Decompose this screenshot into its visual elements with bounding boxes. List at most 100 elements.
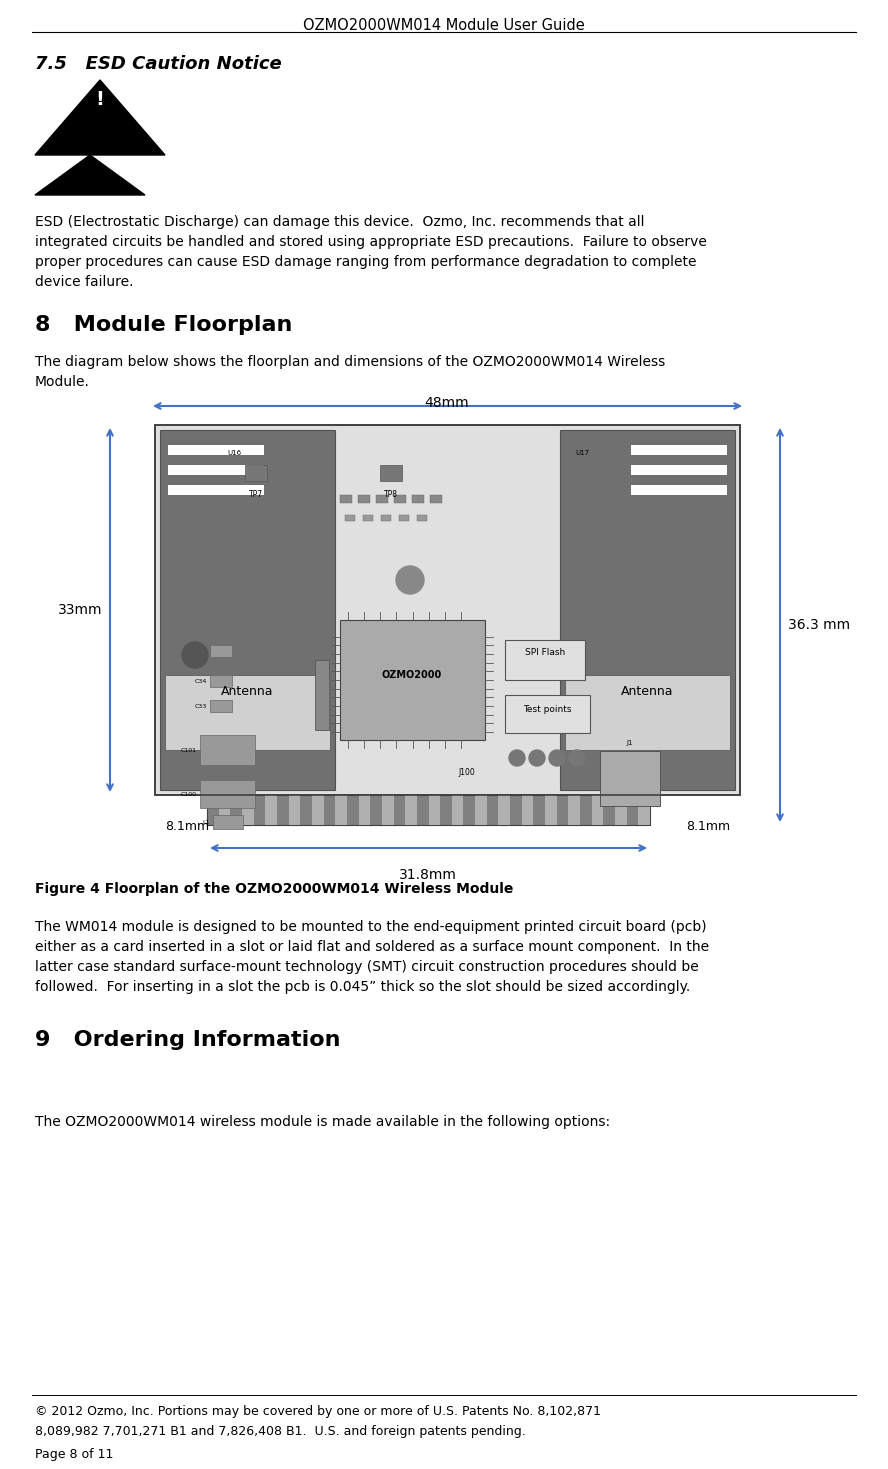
Bar: [600, 751, 660, 806]
Bar: [631, 445, 727, 455]
Bar: [631, 466, 727, 474]
Text: 36.3 mm: 36.3 mm: [788, 618, 850, 632]
Bar: [498, 795, 510, 826]
Bar: [631, 485, 727, 495]
Bar: [568, 795, 580, 826]
Circle shape: [529, 751, 545, 765]
Text: Module.: Module.: [35, 375, 90, 389]
Text: 8.1mm: 8.1mm: [165, 820, 210, 833]
Text: SPI Flash: SPI Flash: [525, 648, 565, 657]
Bar: [340, 620, 485, 740]
Bar: [591, 795, 603, 826]
Circle shape: [182, 642, 208, 668]
Bar: [242, 795, 254, 826]
Text: latter case standard surface-mount technology (SMT) circuit construction procedu: latter case standard surface-mount techn…: [35, 961, 699, 974]
Text: 8   Module Floorplan: 8 Module Floorplan: [35, 314, 292, 335]
Text: Antenna: Antenna: [221, 685, 274, 698]
Bar: [412, 495, 424, 502]
Bar: [210, 645, 232, 657]
Circle shape: [396, 566, 424, 593]
Bar: [565, 674, 730, 751]
Bar: [381, 516, 391, 521]
Text: L1: L1: [202, 820, 210, 824]
Text: ESD (Electrostatic Discharge) can damage this device.  Ozmo, Inc. recommends tha: ESD (Electrostatic Discharge) can damage…: [35, 214, 645, 229]
Text: TP7: TP7: [249, 491, 263, 499]
Bar: [382, 795, 393, 826]
Bar: [638, 795, 650, 826]
Text: C33: C33: [194, 704, 207, 708]
Bar: [207, 795, 650, 826]
Text: U17: U17: [575, 450, 589, 455]
Bar: [345, 516, 355, 521]
Bar: [312, 795, 323, 826]
Bar: [218, 795, 230, 826]
Text: The OZMO2000WM014 wireless module is made available in the following options:: The OZMO2000WM014 wireless module is mad…: [35, 1115, 610, 1130]
Bar: [560, 430, 735, 790]
Bar: [429, 795, 440, 826]
Text: 8,089,982 7,701,271 B1 and 7,826,408 B1.  U.S. and foreign patents pending.: 8,089,982 7,701,271 B1 and 7,826,408 B1.…: [35, 1425, 526, 1438]
Text: Page 8 of 11: Page 8 of 11: [35, 1448, 114, 1462]
Text: © 2012 Ozmo, Inc. Portions may be covered by one or more of U.S. Patents No. 8,1: © 2012 Ozmo, Inc. Portions may be covere…: [35, 1404, 601, 1418]
Bar: [452, 795, 464, 826]
Polygon shape: [35, 156, 145, 195]
Text: either as a card inserted in a slot or laid flat and soldered as a surface mount: either as a card inserted in a slot or l…: [35, 940, 710, 953]
Bar: [376, 495, 388, 502]
Circle shape: [569, 751, 585, 765]
Bar: [336, 795, 347, 826]
Text: 9   Ordering Information: 9 Ordering Information: [35, 1030, 340, 1050]
Text: 31.8mm: 31.8mm: [399, 868, 457, 881]
Text: C101: C101: [181, 748, 197, 752]
Text: proper procedures can cause ESD damage ranging from performance degradation to c: proper procedures can cause ESD damage r…: [35, 256, 696, 269]
Text: C34: C34: [194, 679, 207, 683]
Bar: [210, 701, 232, 712]
Bar: [475, 795, 487, 826]
Bar: [245, 466, 267, 480]
Bar: [200, 734, 255, 765]
Bar: [505, 695, 590, 733]
Text: 8.1mm: 8.1mm: [686, 820, 730, 833]
Bar: [359, 795, 370, 826]
Circle shape: [549, 751, 565, 765]
Bar: [210, 674, 232, 687]
Bar: [394, 495, 406, 502]
Text: Figure 4 Floorplan of the OZMO2000WM014 Wireless Module: Figure 4 Floorplan of the OZMO2000WM014 …: [35, 881, 513, 896]
Bar: [430, 495, 442, 502]
Bar: [315, 660, 329, 730]
Bar: [160, 430, 335, 790]
Bar: [289, 795, 300, 826]
Text: 33mm: 33mm: [58, 602, 102, 617]
Text: Antenna: Antenna: [621, 685, 673, 698]
Text: The WM014 module is designed to be mounted to the end-equipment printed circuit : The WM014 module is designed to be mount…: [35, 920, 707, 934]
Bar: [405, 795, 416, 826]
Circle shape: [509, 751, 525, 765]
Bar: [417, 516, 427, 521]
Text: OZMO2000: OZMO2000: [382, 670, 442, 680]
Text: TP8: TP8: [384, 491, 398, 499]
Text: OZMO2000WM014 Module User Guide: OZMO2000WM014 Module User Guide: [303, 18, 585, 32]
Text: C100: C100: [181, 792, 197, 796]
Bar: [522, 795, 534, 826]
Bar: [380, 466, 402, 480]
Polygon shape: [35, 79, 165, 156]
Bar: [505, 640, 585, 680]
Text: followed.  For inserting in a slot the pcb is 0.045” thick so the slot should be: followed. For inserting in a slot the pc…: [35, 980, 690, 995]
Bar: [615, 795, 627, 826]
Bar: [155, 425, 740, 795]
Bar: [155, 425, 740, 795]
Text: 7.5   ESD Caution Notice: 7.5 ESD Caution Notice: [35, 54, 281, 73]
Bar: [340, 495, 352, 502]
Bar: [358, 495, 370, 502]
Text: J1: J1: [627, 740, 633, 746]
Text: device failure.: device failure.: [35, 275, 133, 289]
Text: integrated circuits be handled and stored using appropriate ESD precautions.  Fa: integrated circuits be handled and store…: [35, 235, 707, 250]
Bar: [363, 516, 373, 521]
Bar: [165, 674, 330, 751]
Bar: [200, 780, 255, 808]
Text: 48mm: 48mm: [424, 397, 470, 410]
Text: The diagram below shows the floorplan and dimensions of the OZMO2000WM014 Wirele: The diagram below shows the floorplan an…: [35, 355, 665, 369]
Text: U16: U16: [227, 450, 242, 455]
Text: Test points: Test points: [523, 705, 571, 714]
Bar: [545, 795, 557, 826]
Bar: [399, 516, 409, 521]
Text: J100: J100: [458, 768, 475, 777]
